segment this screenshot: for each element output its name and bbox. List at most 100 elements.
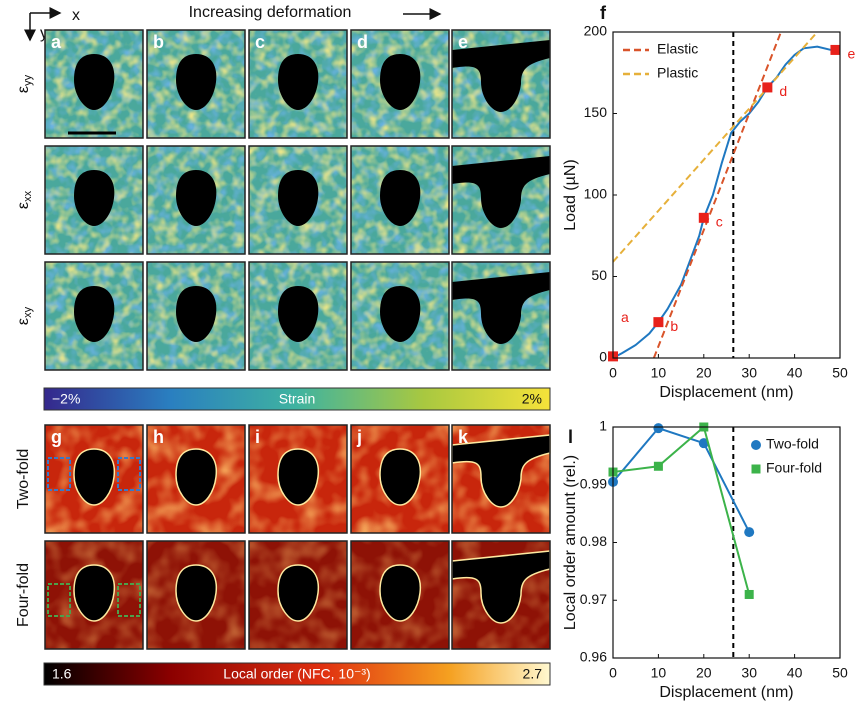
row-label: Two-fold (15, 449, 32, 509)
panel-frame (350, 424, 450, 534)
hole (278, 286, 319, 342)
region-box (117, 583, 141, 617)
colorbar-label: Strain (279, 391, 316, 407)
hole (379, 448, 422, 506)
hole (73, 448, 116, 506)
hole (175, 448, 218, 506)
row-label-sub: yy (22, 74, 34, 86)
hole (380, 170, 421, 226)
marker (744, 589, 754, 599)
hole (380, 54, 421, 110)
panel-frame (451, 145, 551, 255)
hole (452, 272, 550, 344)
series-line (613, 427, 751, 595)
panel-letter: i (255, 427, 260, 447)
panel-frame (44, 145, 144, 255)
marker (653, 423, 664, 434)
x-tick-label: 20 (696, 665, 712, 681)
legend-label: Elastic (657, 41, 698, 57)
y-axis-label: Local order amount (rel.) (562, 455, 579, 630)
state-marker (698, 212, 709, 223)
state-label: d (779, 83, 787, 99)
legend-label: Plastic (657, 65, 698, 81)
legend-label: Four-fold (766, 460, 822, 476)
state-marker (830, 44, 841, 55)
plot-frame (612, 426, 841, 659)
image-panels: a b c d e g h i j k (44, 29, 551, 650)
y-tick-label: 1 (599, 418, 607, 434)
panel-frame (146, 29, 246, 139)
panel-letter: e (458, 32, 468, 52)
panel-frame (451, 540, 551, 650)
colorbar (43, 662, 551, 686)
y-tick-label: 0.97 (580, 591, 607, 607)
colorbar-min: −2% (52, 391, 80, 407)
marker (698, 438, 709, 449)
panel-frame (451, 424, 551, 534)
marker (744, 527, 755, 538)
y-tick-label: 150 (584, 104, 608, 120)
region-box (47, 583, 71, 617)
panel-frame (350, 29, 450, 139)
row-label-main: ε (15, 86, 32, 93)
region-box (47, 457, 71, 491)
hole (277, 448, 320, 506)
hole (278, 54, 319, 110)
x-tick-label: 10 (651, 365, 667, 381)
panel-letter: c (255, 32, 265, 52)
panel-frame (146, 424, 246, 534)
x-tick-label: 0 (609, 365, 617, 381)
colorbar-label: Local order (NFC, 10⁻³) (223, 666, 370, 682)
x-tick-label: 30 (741, 365, 757, 381)
legend-label: Two-fold (766, 436, 819, 452)
axes-indicator: x y (24, 7, 80, 42)
hole (74, 54, 115, 110)
hole (176, 170, 217, 226)
panel-frame (451, 261, 551, 371)
y-tick-label: 100 (584, 186, 608, 202)
hole (451, 550, 551, 624)
hole (278, 170, 319, 226)
hole (452, 156, 550, 228)
hole (175, 564, 218, 622)
panel-letter: j (356, 427, 362, 447)
panel-frame (350, 145, 450, 255)
panel-frame (44, 261, 144, 371)
figure-title: Increasing deformation (189, 4, 352, 21)
legend-swatch (751, 464, 761, 474)
colorbar (43, 387, 551, 411)
x-tick-label: 50 (832, 665, 848, 681)
legend-swatch (751, 440, 761, 450)
axis-x-label: x (72, 7, 80, 24)
row-label-main: ε (15, 202, 32, 209)
panel-letter: g (51, 427, 62, 447)
plot-frame (612, 31, 841, 359)
x-tick-label: 20 (696, 365, 712, 381)
hole (277, 564, 320, 622)
hole (380, 286, 421, 342)
y-tick-label: 0.99 (580, 475, 607, 491)
y-tick-label: 200 (584, 23, 608, 39)
panel-letter: h (153, 427, 164, 447)
series-line (652, 32, 782, 358)
hole (74, 286, 115, 342)
panel-letter: k (458, 427, 469, 447)
panel-letter: d (357, 32, 368, 52)
axis-y-label: y (40, 25, 48, 42)
panel-frame (350, 540, 450, 650)
panel-frame (350, 261, 450, 371)
x-tick-label: 40 (787, 665, 803, 681)
state-label: a (621, 309, 629, 325)
panel-frame (44, 29, 144, 139)
panel-frame (146, 540, 246, 650)
x-tick-label: 50 (832, 365, 848, 381)
hole (176, 286, 217, 342)
hole (74, 170, 115, 226)
state-label: e (847, 46, 855, 62)
panel-letter: l (568, 427, 573, 447)
row-label: εyy (15, 74, 34, 93)
hole (452, 40, 550, 112)
y-tick-label: 50 (591, 267, 607, 283)
